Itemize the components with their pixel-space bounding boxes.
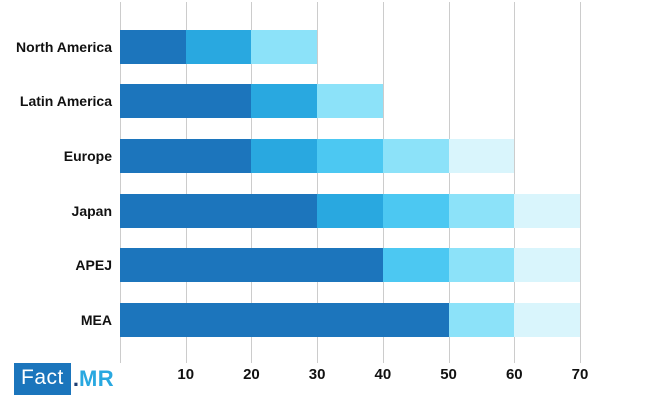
bar-segment <box>382 193 449 228</box>
bar-row <box>120 193 580 228</box>
x-tick-label: 10 <box>177 366 195 383</box>
factmr-logo: Fact . MR <box>14 363 114 395</box>
x-tick-label: 60 <box>505 366 523 383</box>
category-labels: North America Latin America Europe Japan APE… <box>0 0 112 363</box>
bar-segment <box>251 84 318 119</box>
x-axis-tick-labels: 10 20 30 40 50 60 70 <box>0 366 650 390</box>
bar-segment <box>448 193 515 228</box>
bar-row <box>120 84 383 119</box>
bar-segment <box>251 29 318 64</box>
logo-dot: . <box>72 366 79 391</box>
bar-segment <box>251 138 318 173</box>
gridline <box>580 2 581 363</box>
bar-segment <box>185 29 252 64</box>
category-label: Japan <box>71 202 112 219</box>
plot-area <box>120 2 581 363</box>
bar-row <box>120 29 318 64</box>
x-tick-label: 50 <box>440 366 457 383</box>
category-label: North America <box>16 38 112 55</box>
bar-row <box>120 303 580 337</box>
bar-segment <box>514 303 580 337</box>
gridline <box>251 2 253 363</box>
category-label: Latin America <box>19 93 112 110</box>
gridline <box>317 2 319 363</box>
bar-segment <box>120 193 318 228</box>
bars-container <box>120 0 580 363</box>
category-label: APEJ <box>75 257 112 274</box>
bar-segment <box>448 303 515 337</box>
bar-segment <box>120 138 252 173</box>
category-label: Europe <box>63 147 112 164</box>
bar-segment <box>120 84 252 119</box>
x-tick-label: 20 <box>243 366 260 383</box>
gridline <box>120 2 121 363</box>
bar-segment <box>382 138 449 173</box>
bar-segment <box>120 248 383 283</box>
x-tick-label: 40 <box>374 366 392 383</box>
bar-row <box>120 248 580 283</box>
bar-segment <box>120 303 449 337</box>
gridline <box>514 2 516 363</box>
bar-segment <box>514 193 580 228</box>
bar-segment <box>514 248 580 283</box>
bar-segment <box>317 138 383 173</box>
bar-segment <box>448 248 515 283</box>
logo-mr-text: MR <box>78 366 115 391</box>
gridline <box>185 2 187 363</box>
gridline <box>448 2 450 363</box>
bar-segment <box>317 84 383 119</box>
x-tick-label: 30 <box>308 366 326 383</box>
bar-segment <box>448 138 515 173</box>
gridline <box>382 2 384 363</box>
logo-fact-box: Fact <box>14 363 71 395</box>
bar-row <box>120 138 515 173</box>
bar-segment <box>120 29 186 64</box>
bar-segment <box>317 193 383 228</box>
category-label: MEA <box>80 312 112 328</box>
x-tick-label: 70 <box>571 366 589 383</box>
bar-segment <box>382 248 449 283</box>
